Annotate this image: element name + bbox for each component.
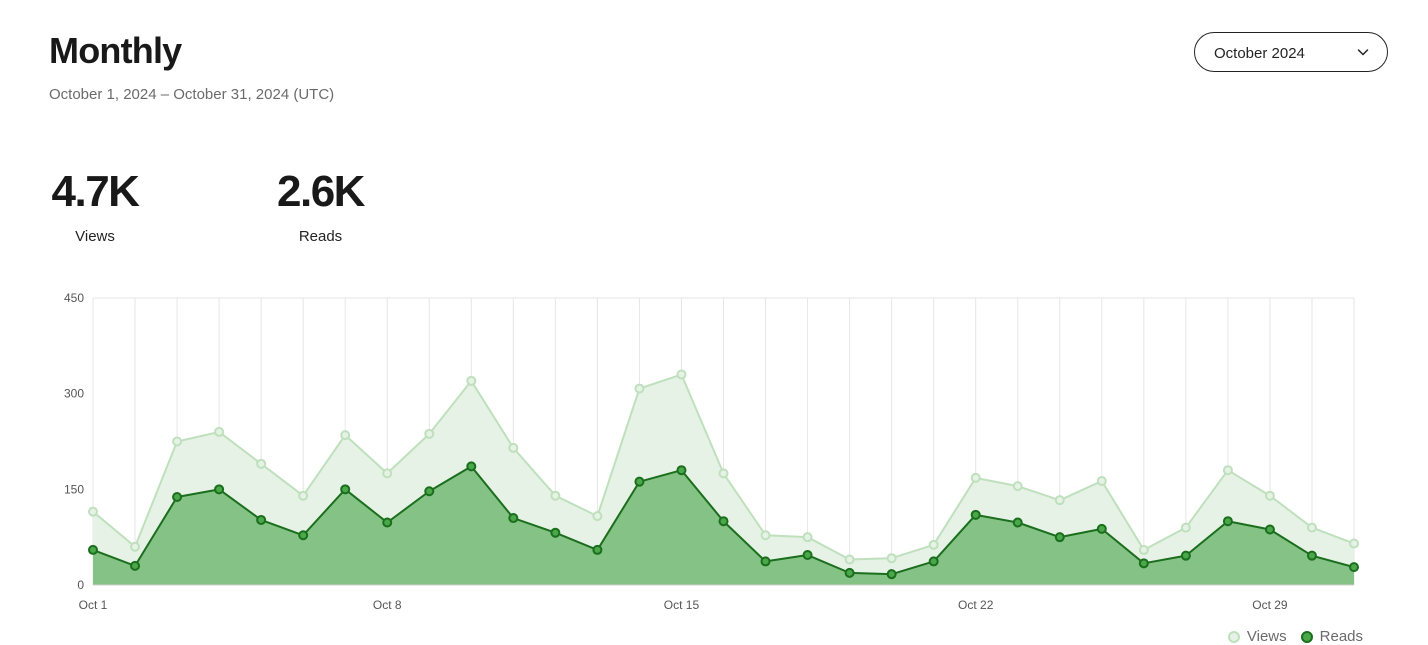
reads-point	[1054, 532, 1065, 543]
reads-point	[172, 491, 183, 502]
legend-label-reads: Reads	[1319, 628, 1363, 645]
views-point	[466, 375, 477, 386]
views-point	[550, 490, 561, 501]
reads-point	[424, 486, 435, 497]
reads-point	[340, 484, 351, 495]
reads-point	[1138, 558, 1149, 569]
reads-point	[214, 484, 225, 495]
views-point	[970, 472, 981, 483]
views-point	[508, 442, 519, 453]
month-select-value: October 2024	[1214, 45, 1305, 62]
views-point	[886, 553, 897, 564]
reads-point	[88, 544, 98, 555]
y-tick-label: 0	[77, 578, 84, 592]
reads-point	[256, 514, 267, 525]
legend-label-views: Views	[1246, 628, 1287, 645]
reads-point	[1349, 562, 1359, 573]
legend-dot-reads	[1300, 630, 1313, 643]
views-point	[802, 532, 813, 543]
x-tick-label: Oct 29	[1252, 598, 1288, 612]
views-point	[1222, 465, 1233, 476]
views-point	[1096, 476, 1107, 487]
views-point	[88, 506, 98, 517]
reads-point	[718, 516, 729, 527]
reads-point	[1264, 524, 1275, 535]
reads-point	[676, 465, 687, 476]
views-point	[634, 383, 645, 394]
reads-point	[634, 476, 645, 487]
month-select[interactable]: October 2024	[1194, 32, 1388, 72]
y-tick-label: 450	[64, 291, 84, 305]
reads-stat: 2.6K Reads	[273, 166, 368, 245]
views-point	[172, 436, 183, 447]
views-point	[676, 369, 687, 380]
views-point	[844, 554, 855, 565]
reads-point	[592, 544, 603, 555]
legend-item-views[interactable]: Views	[1227, 628, 1287, 645]
views-point	[1180, 522, 1191, 533]
views-point	[760, 530, 771, 541]
reads-point	[466, 461, 477, 472]
reads-point	[1180, 550, 1191, 561]
legend-item-reads[interactable]: Reads	[1300, 628, 1363, 645]
views-point	[592, 511, 603, 522]
reads-label: Reads	[298, 228, 343, 245]
views-point	[298, 490, 309, 501]
views-point	[1264, 490, 1275, 501]
reads-point	[550, 527, 561, 538]
chevron-down-icon	[1357, 49, 1369, 56]
views-total: 4.7K	[51, 167, 140, 216]
reads-point	[508, 513, 519, 524]
y-tick-label: 150	[64, 482, 84, 496]
reads-point	[760, 556, 771, 567]
reads-point	[1096, 523, 1107, 534]
reads-point	[970, 509, 981, 520]
views-label: Views	[75, 228, 115, 245]
reads-total: 2.6K	[277, 167, 365, 216]
views-point	[256, 458, 267, 469]
views-point	[1349, 538, 1359, 549]
reads-point	[382, 517, 393, 528]
reads-point	[1012, 517, 1023, 528]
reads-point	[844, 567, 855, 578]
views-point	[718, 468, 729, 479]
views-point	[382, 468, 393, 479]
x-tick-label: Oct 8	[373, 598, 402, 612]
views-point	[214, 426, 225, 437]
views-point	[1054, 495, 1065, 506]
views-reads-chart: 0 150 300 450 Oct 1 Oct 8 Oct 15 Oct 22 Oct 29	[64, 291, 1359, 612]
reads-point	[298, 530, 309, 541]
views-point	[340, 430, 351, 441]
reads-point	[130, 560, 141, 571]
reads-point	[802, 550, 813, 561]
legend-dot-views	[1227, 630, 1240, 643]
views-point	[130, 541, 141, 552]
views-stat: 4.7K Views	[49, 166, 141, 245]
reads-point	[928, 556, 939, 567]
x-tick-label: Oct 1	[79, 598, 108, 612]
views-point	[1306, 522, 1317, 533]
reads-point	[1222, 516, 1233, 527]
views-point	[1138, 544, 1149, 555]
page-title: Monthly	[49, 30, 182, 71]
x-tick-label: Oct 15	[664, 598, 700, 612]
date-range: October 1, 2024 – October 31, 2024 (UTC)	[49, 86, 335, 103]
views-point	[928, 539, 939, 550]
reads-point	[1306, 550, 1317, 561]
views-point	[1012, 481, 1023, 492]
chart-legend: Views Reads	[1227, 628, 1363, 645]
reads-point	[886, 569, 897, 580]
y-tick-label: 300	[64, 387, 84, 401]
x-tick-label: Oct 22	[958, 598, 994, 612]
views-point	[424, 428, 435, 439]
